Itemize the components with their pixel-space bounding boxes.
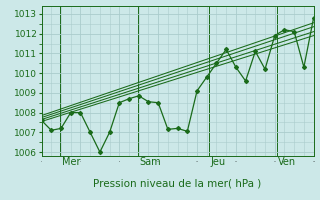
Text: Mer: Mer [61, 157, 80, 167]
Text: Jeu: Jeu [210, 157, 226, 167]
Text: Sam: Sam [140, 157, 161, 167]
X-axis label: Pression niveau de la mer( hPa ): Pression niveau de la mer( hPa ) [93, 179, 262, 189]
Text: Ven: Ven [278, 157, 296, 167]
